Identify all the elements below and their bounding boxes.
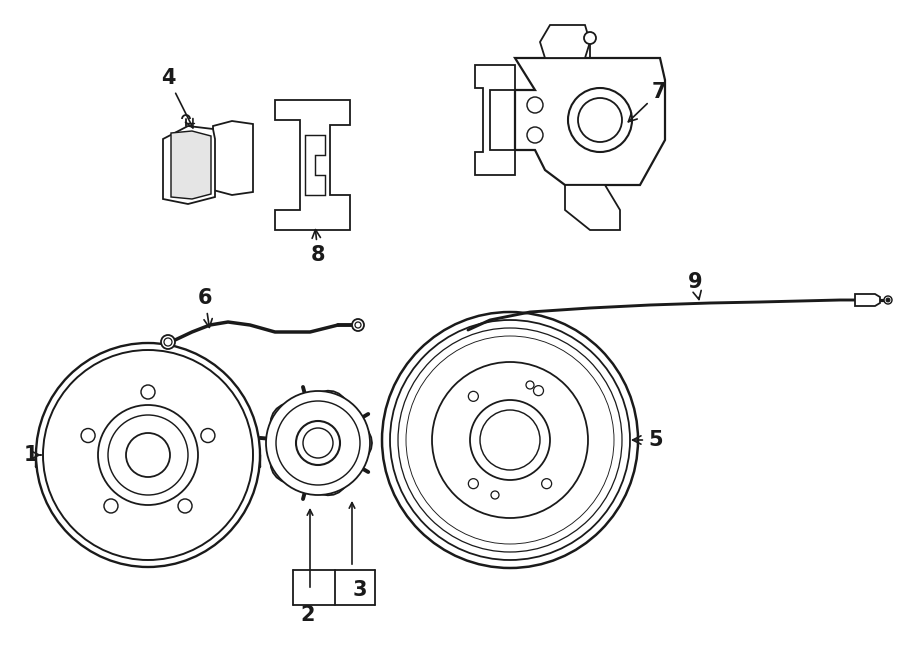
Polygon shape xyxy=(163,126,215,204)
Circle shape xyxy=(527,127,543,143)
Circle shape xyxy=(141,385,155,399)
Circle shape xyxy=(104,499,118,513)
Circle shape xyxy=(526,381,534,389)
Polygon shape xyxy=(565,185,620,230)
Circle shape xyxy=(382,312,638,568)
Polygon shape xyxy=(855,294,880,306)
Circle shape xyxy=(276,401,360,485)
Text: 2: 2 xyxy=(301,605,315,625)
Polygon shape xyxy=(171,131,211,199)
Circle shape xyxy=(470,400,550,480)
Circle shape xyxy=(527,97,543,113)
Circle shape xyxy=(406,336,614,544)
Circle shape xyxy=(355,322,361,328)
Circle shape xyxy=(584,32,596,44)
Polygon shape xyxy=(305,135,325,195)
Circle shape xyxy=(398,328,622,552)
Circle shape xyxy=(303,428,333,458)
Text: 5: 5 xyxy=(633,430,662,450)
Circle shape xyxy=(161,335,175,349)
Polygon shape xyxy=(275,100,350,230)
Circle shape xyxy=(36,343,260,567)
Circle shape xyxy=(164,338,172,346)
Circle shape xyxy=(480,410,540,470)
Circle shape xyxy=(432,362,588,518)
Circle shape xyxy=(884,296,892,304)
Text: 9: 9 xyxy=(688,272,702,299)
Circle shape xyxy=(126,433,170,477)
Text: 6: 6 xyxy=(198,288,212,327)
Circle shape xyxy=(201,428,215,442)
Circle shape xyxy=(98,405,198,505)
Polygon shape xyxy=(515,58,665,185)
Circle shape xyxy=(542,479,552,488)
Text: 1: 1 xyxy=(23,445,40,465)
Polygon shape xyxy=(540,25,590,58)
Circle shape xyxy=(568,88,632,152)
Circle shape xyxy=(468,479,479,488)
Text: 3: 3 xyxy=(353,580,367,600)
Circle shape xyxy=(108,415,188,495)
Circle shape xyxy=(578,98,622,142)
Text: 7: 7 xyxy=(628,82,667,122)
Polygon shape xyxy=(475,65,515,175)
Text: 4: 4 xyxy=(161,68,193,128)
Polygon shape xyxy=(213,121,253,195)
Circle shape xyxy=(468,391,479,401)
Circle shape xyxy=(390,320,630,560)
Circle shape xyxy=(81,428,95,442)
Polygon shape xyxy=(270,391,372,495)
Circle shape xyxy=(178,499,192,513)
Circle shape xyxy=(266,391,370,495)
Circle shape xyxy=(886,298,890,302)
Circle shape xyxy=(491,491,499,499)
Circle shape xyxy=(534,385,544,396)
Circle shape xyxy=(352,319,364,331)
Circle shape xyxy=(296,421,340,465)
Text: 8: 8 xyxy=(310,229,325,265)
